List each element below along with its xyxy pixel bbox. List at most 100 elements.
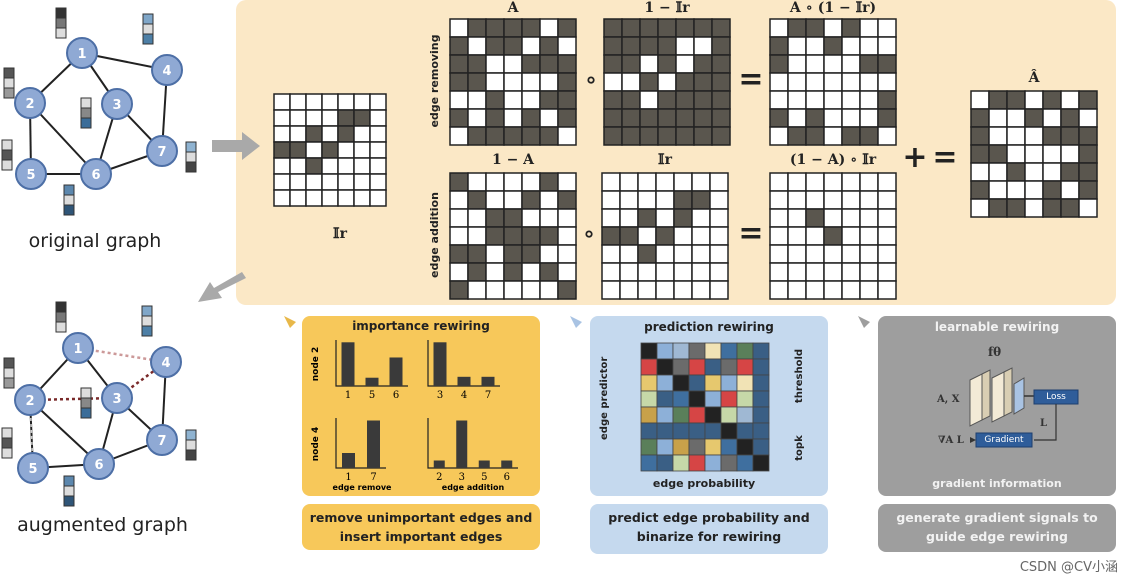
heatmap-cell: [656, 422, 674, 440]
matrix-cell: [449, 208, 469, 228]
chart-axis: [427, 340, 500, 387]
matrix-cell: [859, 280, 879, 300]
matrix-cell: [305, 109, 323, 127]
heatmap-cell: [640, 358, 658, 376]
matrix-cell: [289, 157, 307, 175]
matrix-cell: [1042, 180, 1062, 200]
matrix-cell: [657, 36, 677, 56]
matrix-cell: [539, 90, 559, 110]
matrix-cell: [539, 172, 559, 192]
matrix-cell: [988, 126, 1008, 146]
matrix-cell: [637, 226, 657, 246]
matrix-cell: [970, 126, 990, 146]
matrix-cell: [675, 126, 695, 146]
matrix-cell: [675, 36, 695, 56]
matrix-cell: [1060, 126, 1080, 146]
matrix-cell: [711, 54, 731, 74]
matrix-cell: [841, 226, 861, 246]
heatmap-cell: [640, 422, 658, 440]
matrix-cell: [637, 262, 657, 282]
matrix-cell: [859, 36, 879, 56]
matrix-cell: [1042, 90, 1062, 110]
augmented-graph: 1 4 2 3 5 6 7: [1, 301, 197, 507]
matrix-cell: [1060, 180, 1080, 200]
matrix-cell: [467, 190, 487, 210]
matrix-cell: [557, 244, 577, 264]
matrix-cell: [787, 54, 807, 74]
matrix-cell: [877, 226, 897, 246]
importance-bar-charts: 1 5 6 3 4 7 1 7 2 3 5 6 node 2 node 4 edge remove edge …: [311, 340, 518, 492]
matrix-cell: [521, 244, 541, 264]
matrix-cell: [467, 262, 487, 282]
matrix-cell: [859, 172, 879, 192]
heatmap-cell: [704, 438, 722, 456]
matrix-cell: [539, 126, 559, 146]
heatmap-cell: [736, 454, 754, 472]
matrix-cell: [841, 54, 861, 74]
heatmap-cell: [752, 406, 770, 424]
hadamard-operator: ∘: [584, 68, 598, 93]
matrix-cell: [1060, 144, 1080, 164]
heatmap-cell: [688, 358, 706, 376]
matrix-cell: [675, 72, 695, 92]
heatmap-cell: [752, 422, 770, 440]
matrix-cell: [1024, 144, 1044, 164]
matrix-cell: [621, 90, 641, 110]
matrix-cell: [805, 226, 825, 246]
matrix-cell: [305, 93, 323, 111]
matrix-cell: [823, 262, 843, 282]
matrix-cell: [305, 141, 323, 159]
edge-predictor-label: edge predictor: [599, 356, 610, 440]
matrix-cell: [1006, 180, 1026, 200]
heatmap-cell: [656, 358, 674, 376]
matrix-cell: [769, 280, 789, 300]
matrix-cell: [859, 126, 879, 146]
node-label: 6: [94, 458, 103, 473]
matrix-cell: [988, 180, 1008, 200]
matrix-cell: [557, 262, 577, 282]
matrix-cell: [691, 172, 711, 192]
edge-probability-label: edge probability: [652, 477, 756, 490]
chart-bar: [433, 342, 447, 386]
matrix-cell: [503, 36, 523, 56]
matrix-cell: [539, 18, 559, 38]
matrix-cell: [769, 190, 789, 210]
matrix-cell: [557, 172, 577, 192]
chart-tick-label: 5: [481, 472, 487, 483]
matrix-cell: [601, 244, 621, 264]
matrix-cell: [289, 173, 307, 191]
matrix-cell: [289, 141, 307, 159]
matrix-cell: [859, 18, 879, 38]
matrix-cell: [601, 262, 621, 282]
heatmap-cell: [704, 342, 722, 360]
matrix-cell: [859, 262, 879, 282]
matrix-cell: [521, 190, 541, 210]
matrix-cell: [1060, 108, 1080, 128]
matrix-ir-label: 𝕀r: [333, 226, 347, 242]
chart-tick-label: 1: [345, 390, 351, 401]
matrix-cell: [273, 93, 291, 111]
matrix-cell: [603, 90, 623, 110]
matrix-cell: [503, 262, 523, 282]
matrix-cell: [449, 126, 469, 146]
matrix-cell: [503, 54, 523, 74]
matrix-cell: [467, 226, 487, 246]
matrix-cell: [639, 36, 659, 56]
matrix-cell: [769, 126, 789, 146]
matrix-cell: [655, 172, 675, 192]
node-label: 4: [161, 356, 170, 371]
matrix-cell: [273, 125, 291, 143]
matrix-cell: [859, 90, 879, 110]
matrix-cell: [877, 244, 897, 264]
matrix-a: [449, 18, 577, 150]
matrix-cell: [637, 190, 657, 210]
heatmap-cell: [720, 406, 738, 424]
matrix-cell: [1042, 198, 1062, 218]
matrix-cell: [823, 72, 843, 92]
matrix-cell: [485, 18, 505, 38]
matrix-cell: [321, 93, 339, 111]
matrix-cell: [787, 172, 807, 192]
matrix-cell: [657, 54, 677, 74]
matrix-cell: [619, 280, 639, 300]
matrix-cell: [539, 36, 559, 56]
